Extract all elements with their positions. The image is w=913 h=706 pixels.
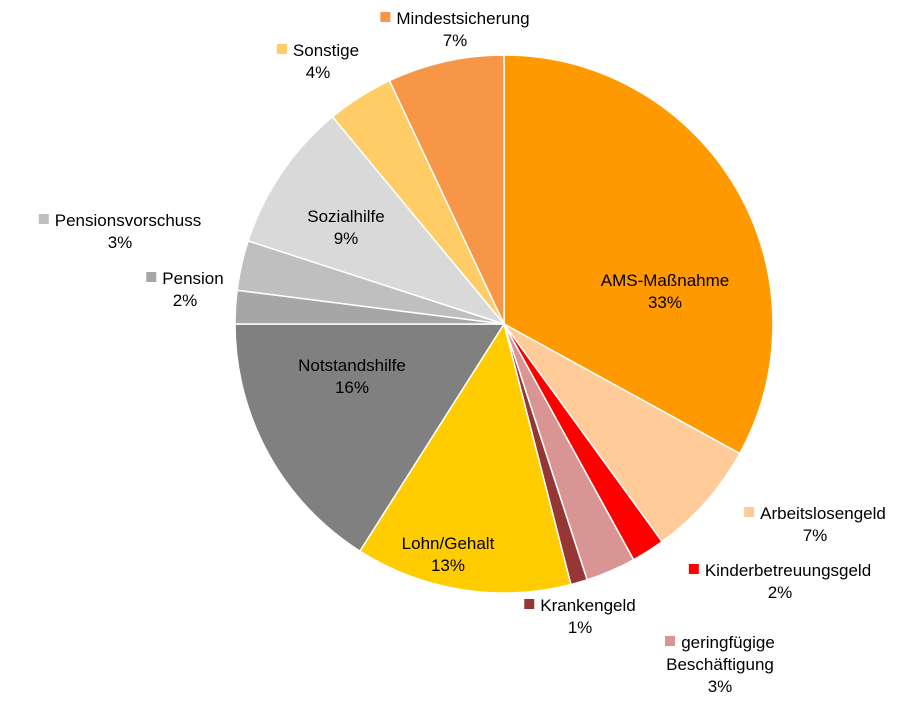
legend-swatch [688, 564, 699, 574]
value-label: 2% [767, 583, 793, 602]
legend-swatch [38, 214, 49, 224]
value-label: 16% [334, 378, 370, 397]
value-label: 7% [442, 31, 468, 50]
legend-swatch [380, 12, 391, 22]
category-name: Pension [162, 269, 224, 288]
legend-swatch [665, 636, 676, 646]
value-label: 33% [647, 293, 683, 312]
slice-label: Pensionsvorschuss 3% [38, 210, 202, 254]
slice-label: Kinderbetreuungsgeld 2% [688, 560, 872, 604]
category-name: Krankengeld [540, 596, 636, 615]
category-name: Kinderbetreuungsgeld [704, 561, 872, 580]
category-name: Lohn/Gehalt [401, 534, 495, 553]
slice-label: Sozialhilfe 9% [307, 206, 385, 250]
category-name: Sonstige [292, 41, 360, 60]
pie-slice [358, 322, 572, 594]
category-name: geringfügige Beschäftigung [666, 633, 775, 674]
category-name: Mindestsicherung [396, 9, 530, 28]
category-name: Notstandshilfe [298, 356, 406, 375]
category-name: Pensionsvorschuss [54, 211, 202, 230]
legend-swatch [276, 44, 287, 54]
legend-swatch [524, 599, 535, 609]
legend-swatch [744, 507, 755, 517]
slice-label: Krankengeld 1% [524, 595, 636, 639]
slice-label: Pension 2% [146, 268, 224, 312]
value-label: 3% [707, 677, 733, 696]
legend-swatch [146, 272, 157, 282]
pie-slice [503, 54, 774, 455]
slice-label: Mindestsicherung 7% [380, 8, 530, 52]
slice-label: geringfügige Beschäftigung 3% [635, 632, 805, 698]
pie-slice [234, 323, 506, 553]
value-label: 1% [567, 618, 593, 637]
value-label: 9% [333, 229, 359, 248]
slice-label: AMS-Maßnahme 33% [601, 270, 729, 314]
slice-label: Notstandshilfe 16% [298, 355, 406, 399]
value-label: 2% [172, 291, 198, 310]
pie-slice [247, 115, 507, 326]
category-name: Arbeitslosengeld [760, 504, 886, 523]
slice-label: Arbeitslosengeld 7% [744, 503, 886, 547]
value-label: 13% [430, 556, 466, 575]
slice-label: Sonstige 4% [276, 40, 360, 84]
value-label: 3% [107, 233, 133, 252]
pie-slice [388, 54, 505, 325]
category-name: Sozialhilfe [307, 207, 385, 226]
category-name: AMS-Maßnahme [600, 271, 730, 290]
pie-slice [503, 323, 741, 543]
value-label: 4% [305, 63, 331, 82]
value-label: 7% [802, 526, 828, 545]
slice-label: Lohn/Gehalt 13% [402, 533, 495, 577]
